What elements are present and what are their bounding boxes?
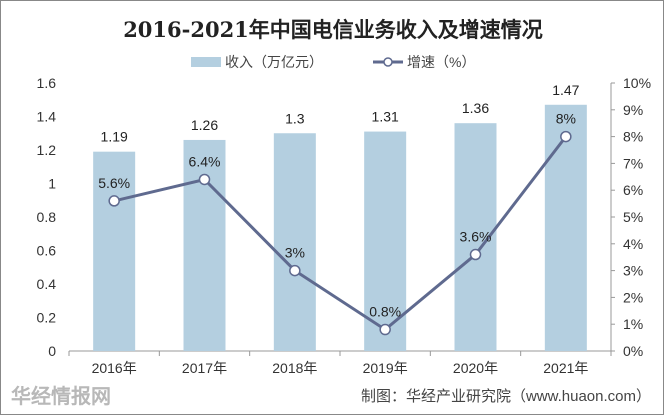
y-right-tick-label: 4% [623,236,643,252]
y-left-tick-label: 0 [48,343,56,359]
y-right-tick-label: 9% [623,102,643,118]
bar [364,131,407,351]
bar [273,133,316,351]
bar [183,139,226,351]
line-point [469,248,482,261]
x-tick-label: 2017年 [182,360,227,376]
line-value-label: 3% [285,245,305,261]
bar [544,104,587,352]
y-right-tick-label: 0% [623,343,643,359]
y-left-tick-label: 0.4 [37,276,57,292]
y-right-tick-label: 8% [623,129,643,145]
line-value-label: 6.4% [189,153,221,169]
y-right-tick-label: 1% [623,316,643,332]
legend-bar-swatch [191,57,221,67]
x-tick-label: 2016年 [92,360,137,376]
y-left-tick-label: 1 [48,176,56,192]
legend-line-marker [383,57,393,67]
line-point [289,264,301,277]
bar-value-label: 1.47 [552,82,579,98]
bar [93,151,136,351]
y-left-tick-label: 1.2 [37,142,57,158]
x-tick-label: 2018年 [272,360,317,376]
x-tick-label: 2019年 [363,360,408,376]
x-tick-label: 2020年 [453,360,498,376]
y-right-tick-label: 5% [623,209,643,225]
y-right-tick-label: 6% [623,182,643,198]
y-right-tick-label: 2% [623,289,643,305]
line-point [108,195,120,207]
y-right-tick-label: 7% [623,155,643,171]
line-value-label: 8% [556,111,576,127]
line-point [560,130,572,143]
y-left-tick-label: 0.6 [37,243,57,259]
legend-bar-label: 收入（万亿元） [225,54,323,70]
y-left-tick-label: 1.4 [37,109,57,125]
source-note: 制图：华经产业研究院（www.huaon.com） [361,387,651,405]
growth-line [113,135,568,332]
y-left-tick-label: 1.6 [37,75,57,91]
y-right-tick-label: 3% [623,263,643,279]
x-tick-label: 2021年 [543,360,588,376]
line-point [198,173,211,186]
bar-value-label: 1.31 [372,109,399,125]
line-value-label: 5.6% [98,175,130,191]
line-value-label: 0.8% [369,304,401,320]
y-left-tick-label: 0.2 [37,310,57,326]
y-left-tick-label: 0.8 [37,209,57,225]
line-value-label: 3.6% [460,229,492,245]
bar-value-label: 1.36 [462,100,489,116]
bar-value-label: 1.3 [285,110,305,126]
y-right-tick-label: 10% [623,75,651,91]
chart-title: 2016-2021年中国电信业务收入及增速情况 [123,17,543,42]
line-point [379,323,391,336]
legend-line-label: 增速（%） [407,54,475,70]
bar-value-label: 1.19 [101,129,128,145]
bar-value-label: 1.26 [191,117,218,133]
watermark: 华经情报网 [11,384,111,408]
